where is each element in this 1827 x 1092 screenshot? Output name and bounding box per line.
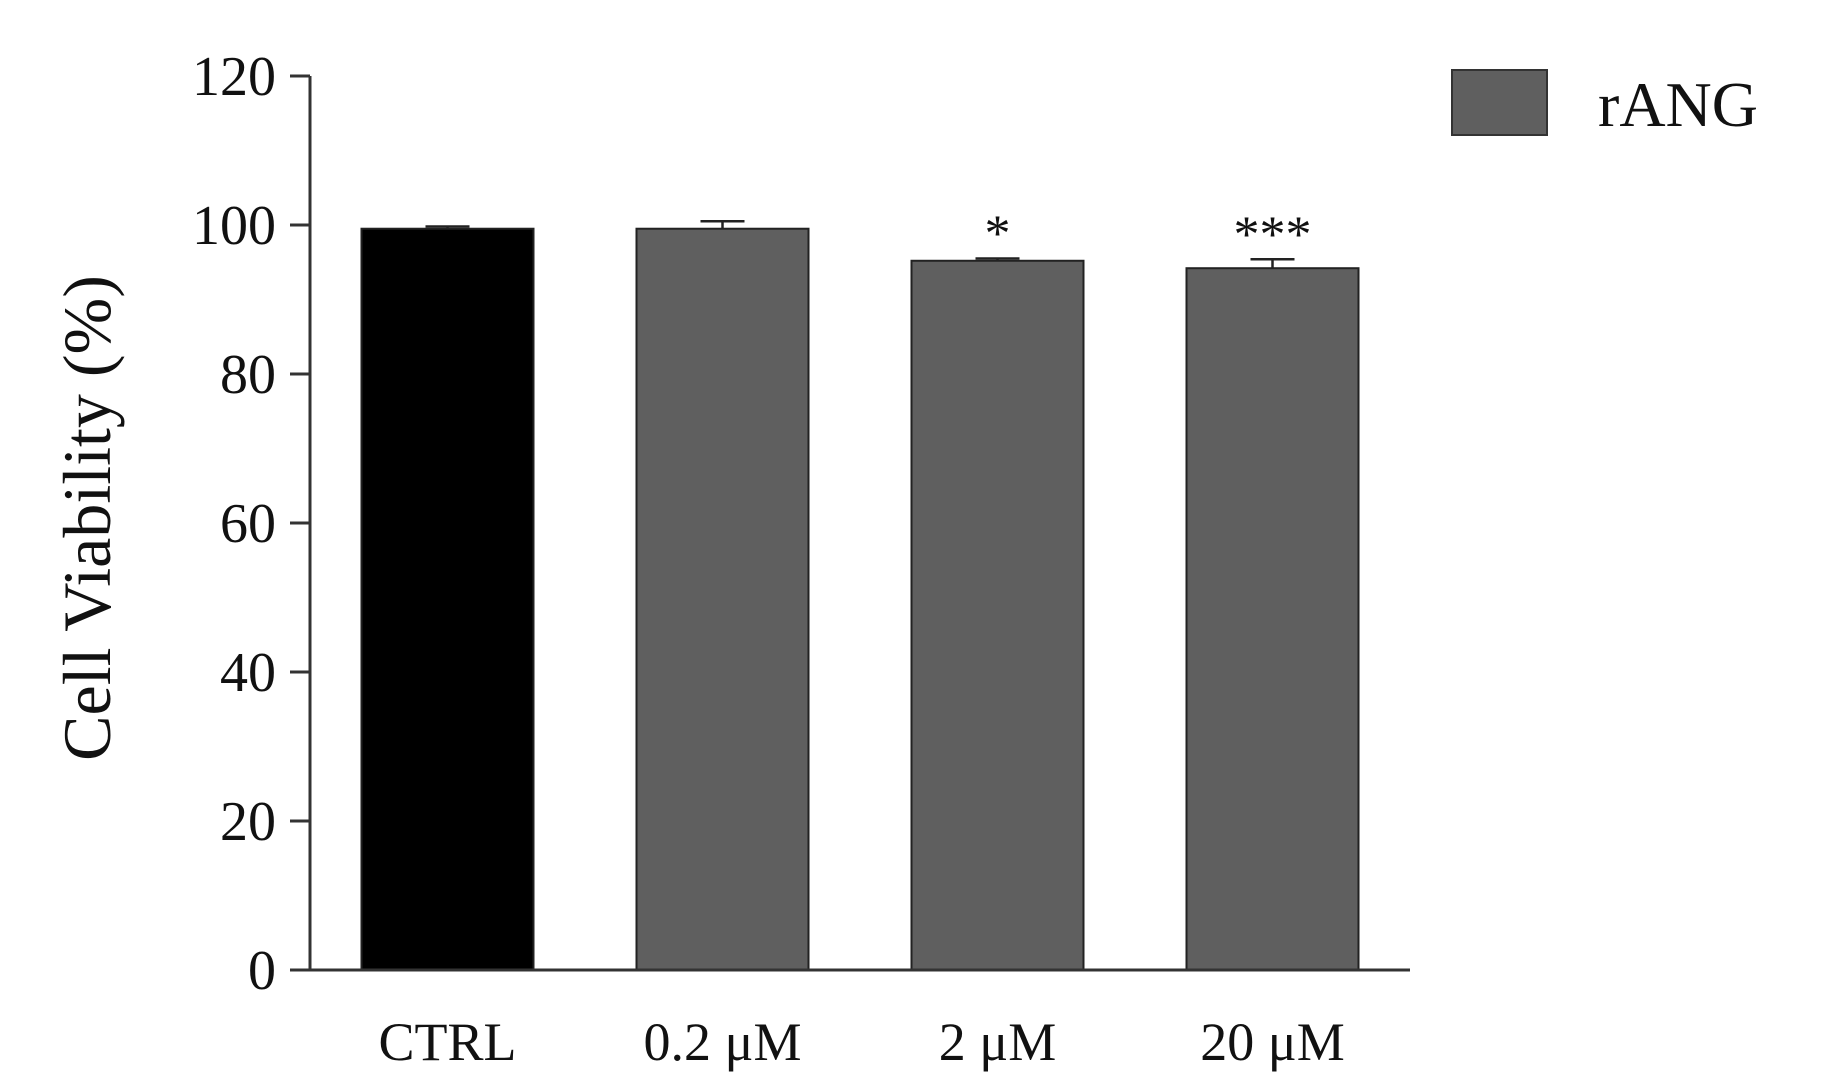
- significance-2-m: *: [985, 206, 1011, 263]
- bar-ctrl: [360, 227, 535, 972]
- error-bars: [425, 220, 1295, 269]
- x-category-label-20-m: 20 μM: [1200, 1012, 1344, 1072]
- y-axis-ticks: 0 20 40 60 80 100 120: [192, 46, 310, 1002]
- y-tick-label-20: 20: [220, 791, 276, 853]
- x-category-label-0-2-m: 0.2 μM: [644, 1012, 802, 1072]
- legend-swatch: [1451, 69, 1548, 136]
- bar-20-m: [1185, 267, 1360, 971]
- y-tick-label-40: 40: [220, 642, 276, 704]
- y-tick-label-0: 0: [248, 940, 276, 1002]
- y-tick-label-60: 60: [220, 493, 276, 555]
- x-category-label-ctrl: CTRL: [378, 1012, 516, 1072]
- y-tick-label-120: 120: [192, 46, 276, 108]
- category-labels: CTRL 0.2 μM 2 μM 20 μM: [378, 1012, 1344, 1072]
- significance-20-m: ***: [1234, 206, 1312, 263]
- legend-label-rang: rANG: [1598, 69, 1758, 140]
- y-axis-title: Cell Viability (%): [49, 275, 125, 761]
- bar-2-m: [910, 259, 1085, 971]
- y-tick-label-100: 100: [192, 195, 276, 257]
- significance-labels: * ***: [985, 206, 1312, 264]
- y-tick-label-80: 80: [220, 344, 276, 406]
- x-category-label-2-m: 2 μM: [939, 1012, 1056, 1072]
- bars: [360, 227, 1360, 972]
- bar-0-2-m: [635, 227, 810, 972]
- legend: rANG: [1451, 69, 1758, 140]
